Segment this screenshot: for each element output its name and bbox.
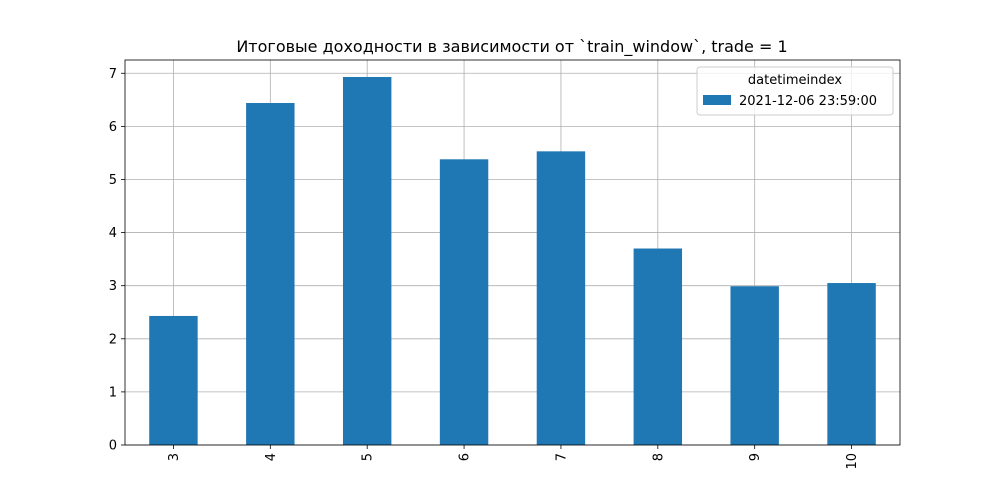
bars-layer [149, 76, 876, 445]
bar-7 [536, 151, 586, 445]
x-tick-label: 9 [748, 453, 763, 461]
x-tick-label: 3 [167, 453, 182, 461]
x-tick-label: 10 [845, 453, 860, 470]
bar-5 [342, 76, 392, 445]
x-tick-label: 6 [458, 453, 473, 461]
bar-8 [633, 248, 683, 445]
axes-layer: 0 1 2 3 4 5 6 7 3 4 5 6 7 8 9 10 [109, 59, 901, 470]
x-tick-label: 5 [361, 453, 376, 461]
bar-9 [730, 286, 779, 445]
y-tick-label: 4 [109, 226, 117, 241]
legend-box [696, 66, 894, 116]
y-tick-label: 6 [109, 120, 117, 135]
legend: datetimeindex 2021-12-06 23:59:00 [696, 66, 894, 116]
bar-4 [246, 103, 295, 445]
y-tick-label: 5 [109, 173, 117, 188]
x-tick-label: 4 [264, 453, 279, 461]
legend-title: datetimeindex [748, 73, 843, 88]
x-tick-label: 7 [554, 453, 569, 461]
chart-title: Итоговые доходности в зависимости от `tr… [236, 37, 787, 57]
bar-3 [149, 315, 198, 445]
legend-swatch [703, 95, 731, 105]
y-tick-label: 7 [109, 67, 117, 82]
x-tick-label: 8 [651, 453, 666, 461]
y-tick-label: 3 [109, 279, 117, 294]
bar-10 [827, 283, 876, 445]
legend-entry: 2021-12-06 23:59:00 [739, 94, 877, 109]
y-tick-label: 0 [109, 439, 117, 454]
bar-6 [439, 159, 489, 445]
y-tick-label: 2 [109, 332, 117, 347]
y-tick-label: 1 [109, 385, 117, 400]
grid-layer [125, 60, 900, 446]
plot-frame [124, 59, 901, 446]
